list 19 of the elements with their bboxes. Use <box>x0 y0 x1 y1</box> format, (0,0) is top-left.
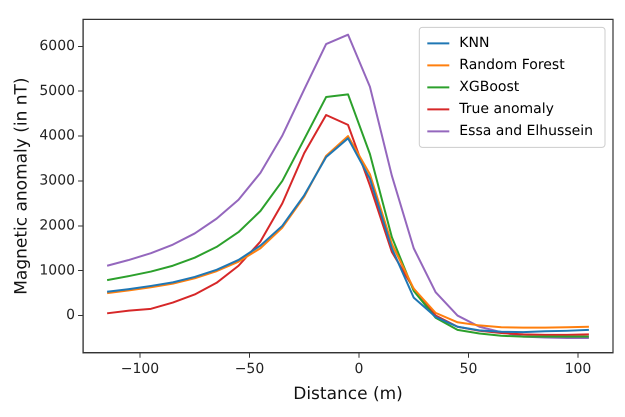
legend-label: True anomaly <box>458 101 554 118</box>
x-tick-label: −100 <box>120 360 160 377</box>
legend-label: Essa and Elhussein <box>459 123 594 140</box>
y-tick-label: 1000 <box>39 262 76 278</box>
y-tick-label: 2000 <box>39 217 76 234</box>
y-tick-label: 0 <box>66 307 76 324</box>
x-axis-title: Distance (m) <box>293 384 403 404</box>
y-tick-label: 4000 <box>39 128 76 144</box>
y-tick-label: 6000 <box>39 38 76 54</box>
y-axis-title: Magnetic anomaly (in nT) <box>12 77 32 295</box>
y-tick-label: 3000 <box>39 172 76 189</box>
legend-label: XGBoost <box>459 79 520 96</box>
legend-label: KNN <box>459 35 490 52</box>
legend-label: Random Forest <box>459 57 566 74</box>
y-tick-label: 5000 <box>39 82 76 99</box>
x-tick-label: 50 <box>460 360 478 377</box>
x-tick-label: 0 <box>354 360 364 377</box>
x-tick-label: −50 <box>234 360 264 377</box>
x-tick-label: 100 <box>564 360 592 377</box>
